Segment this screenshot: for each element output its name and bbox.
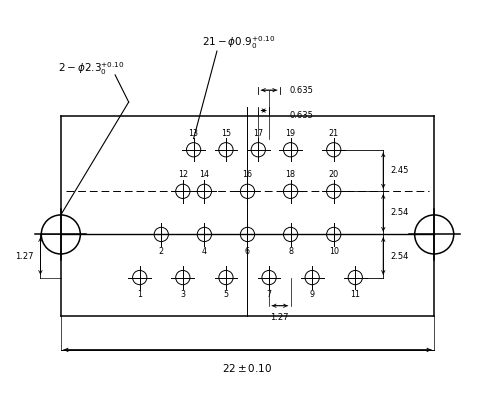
Text: 9: 9 (309, 290, 315, 299)
Text: 13: 13 (189, 129, 198, 138)
Text: 16: 16 (243, 170, 252, 179)
Text: 1.27: 1.27 (15, 251, 34, 261)
Text: 2.45: 2.45 (390, 166, 408, 175)
Text: 1: 1 (137, 290, 142, 299)
Text: $2-\phi2.3^{+0.10}_{0}$: $2-\phi2.3^{+0.10}_{0}$ (58, 60, 125, 77)
Text: 12: 12 (178, 170, 188, 179)
Text: 20: 20 (329, 170, 339, 179)
Text: 10: 10 (329, 247, 339, 256)
Text: 2.54: 2.54 (390, 209, 408, 217)
Text: 4: 4 (202, 247, 207, 256)
Text: 5: 5 (223, 290, 229, 299)
Text: $22\pm0.10$: $22\pm0.10$ (222, 362, 273, 374)
Text: $21-\phi0.9^{+0.10}_{0}$: $21-\phi0.9^{+0.10}_{0}$ (202, 34, 276, 51)
Text: 18: 18 (286, 170, 296, 179)
Text: 1.27: 1.27 (271, 313, 289, 322)
Text: 15: 15 (221, 129, 231, 138)
Text: 2: 2 (159, 247, 164, 256)
Text: 3: 3 (180, 290, 185, 299)
Text: 0.635: 0.635 (290, 86, 314, 95)
Text: 7: 7 (266, 290, 272, 299)
Text: 2.54: 2.54 (390, 251, 408, 261)
Text: 11: 11 (350, 290, 360, 299)
Text: 14: 14 (199, 170, 209, 179)
Text: 21: 21 (329, 129, 339, 138)
Text: 8: 8 (288, 247, 293, 256)
Text: 19: 19 (286, 129, 296, 138)
Text: 0.635: 0.635 (290, 111, 314, 120)
Text: 17: 17 (253, 129, 263, 138)
Text: 6: 6 (245, 247, 250, 256)
